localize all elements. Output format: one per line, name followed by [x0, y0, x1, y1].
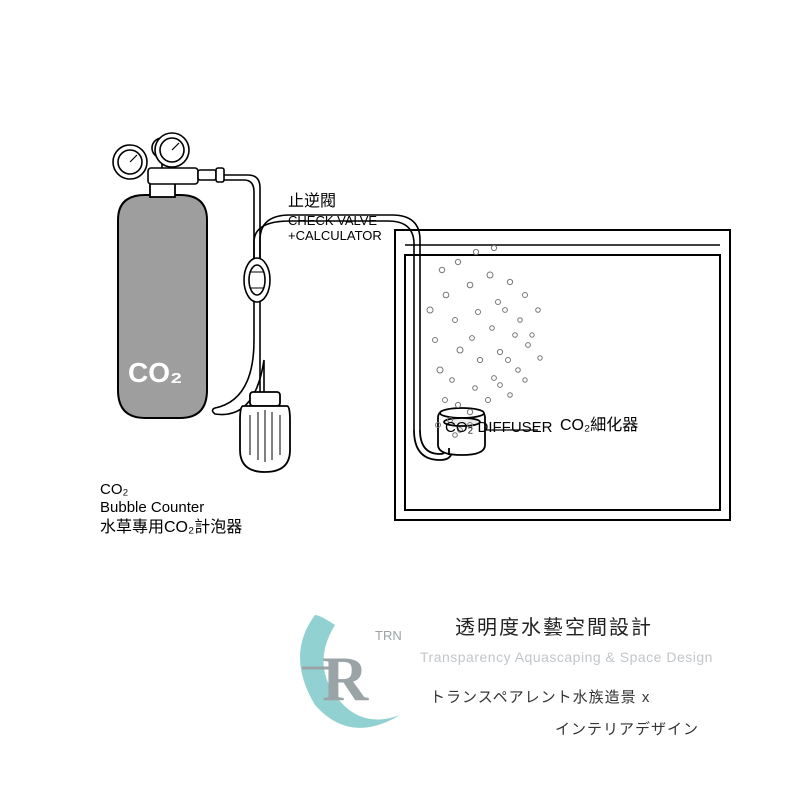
footer-jp1: トランスペアレント水族造景 x — [430, 688, 650, 708]
footer-cn: 透明度水藝空間設計 — [455, 615, 653, 641]
footer-en: Transparency Aquascaping & Space Design — [420, 648, 713, 666]
regulator — [113, 133, 224, 184]
bubbles — [427, 245, 542, 437]
logo-sub: TRN — [375, 628, 402, 643]
check-valve — [244, 258, 270, 302]
diagram-svg: CO₂ — [0, 0, 800, 800]
logo-letter: R — [322, 643, 369, 714]
diffuser-label-cn: CO₂細化器 — [560, 416, 638, 437]
check-valve-label-cn: 止逆閥 — [288, 192, 336, 213]
bubble-counter-en1: CO₂ — [100, 480, 128, 500]
check-valve-label-en2: +CALCULATOR — [288, 228, 382, 245]
logo: R TRN — [300, 615, 402, 728]
bubble-counter-en2: Bubble Counter — [100, 498, 204, 518]
cylinder-label: CO₂ — [128, 357, 182, 388]
tank — [395, 230, 730, 520]
diagram-canvas: CO₂ — [0, 0, 800, 800]
footer-jp2: インテリアデザイン — [555, 720, 699, 740]
bubble-counter-cn: 水草專用CO₂計泡器 — [100, 518, 242, 539]
diffuser-label-en: CO₂ DIFFUSER — [445, 418, 553, 438]
